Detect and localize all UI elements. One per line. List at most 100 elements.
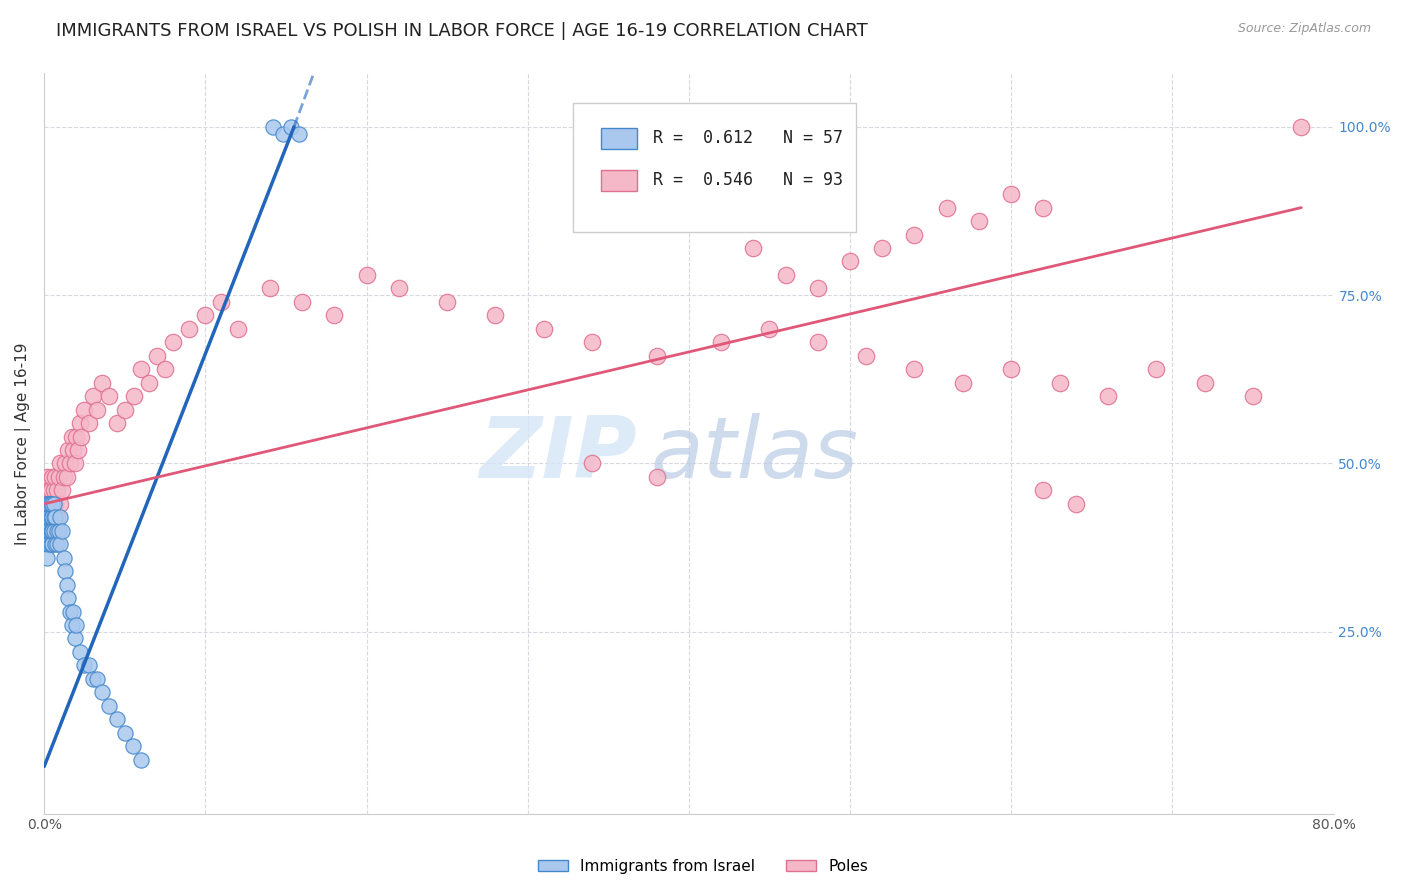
Point: [37, 537, 59, 551]
Point: [162, 335, 184, 350]
Point: [91, 685, 114, 699]
Point: [645, 349, 668, 363]
Point: [42, 524, 65, 538]
Point: [39, 510, 62, 524]
Point: [291, 294, 314, 309]
Text: R =  0.546   N = 93: R = 0.546 N = 93: [652, 171, 842, 189]
Point: [271, 127, 294, 141]
Point: [35, 524, 58, 538]
Point: [41, 470, 63, 484]
Point: [645, 470, 668, 484]
Point: [775, 268, 797, 282]
Point: [42, 510, 65, 524]
Point: [1241, 389, 1264, 403]
Point: [55, 470, 77, 484]
Text: Source: ZipAtlas.com: Source: ZipAtlas.com: [1237, 22, 1371, 36]
Text: atlas: atlas: [650, 413, 858, 496]
Point: [79, 416, 101, 430]
Point: [97, 698, 120, 713]
Point: [581, 335, 603, 350]
Point: [323, 309, 346, 323]
Point: [226, 322, 249, 336]
Point: [41, 510, 63, 524]
Point: [38, 497, 60, 511]
Point: [114, 402, 136, 417]
Point: [39, 497, 62, 511]
Point: [855, 349, 877, 363]
Point: [37, 510, 59, 524]
Point: [484, 309, 506, 323]
Point: [37, 497, 59, 511]
Point: [46, 537, 69, 551]
Point: [1000, 187, 1022, 202]
Point: [52, 470, 75, 484]
Point: [42, 497, 65, 511]
Point: [967, 214, 990, 228]
Point: [51, 524, 73, 538]
Point: [58, 591, 80, 606]
Point: [870, 241, 893, 255]
Point: [65, 618, 87, 632]
Point: [114, 725, 136, 739]
Point: [436, 294, 458, 309]
Point: [42, 483, 65, 498]
Point: [48, 524, 70, 538]
FancyBboxPatch shape: [572, 103, 856, 232]
FancyBboxPatch shape: [602, 170, 637, 191]
Point: [59, 605, 82, 619]
Point: [388, 281, 411, 295]
Point: [41, 524, 63, 538]
Point: [39, 524, 62, 538]
Point: [194, 309, 217, 323]
Point: [42, 510, 65, 524]
Point: [807, 335, 830, 350]
Point: [53, 564, 76, 578]
Point: [533, 322, 555, 336]
Point: [39, 497, 62, 511]
Point: [38, 510, 60, 524]
Point: [62, 442, 84, 457]
Point: [41, 537, 63, 551]
Point: [69, 416, 91, 430]
Point: [807, 281, 830, 295]
Point: [63, 457, 86, 471]
Point: [41, 497, 63, 511]
Point: [55, 577, 77, 591]
Point: [710, 335, 733, 350]
Point: [44, 537, 66, 551]
Point: [1032, 483, 1054, 498]
Point: [35, 497, 58, 511]
Point: [73, 402, 96, 417]
Point: [44, 470, 66, 484]
Point: [356, 268, 378, 282]
Point: [280, 120, 302, 134]
Point: [38, 483, 60, 498]
Point: [58, 442, 80, 457]
Point: [62, 605, 84, 619]
Point: [53, 457, 76, 471]
Point: [758, 322, 780, 336]
Point: [1194, 376, 1216, 390]
Point: [41, 497, 63, 511]
Point: [37, 470, 59, 484]
Point: [839, 254, 862, 268]
Point: [121, 739, 143, 754]
Y-axis label: In Labor Force | Age 16-19: In Labor Force | Age 16-19: [15, 342, 31, 544]
Point: [91, 376, 114, 390]
Point: [1032, 201, 1054, 215]
Point: [146, 349, 169, 363]
Point: [37, 550, 59, 565]
Point: [86, 672, 108, 686]
Point: [41, 524, 63, 538]
Point: [129, 753, 152, 767]
Point: [60, 618, 83, 632]
Point: [67, 442, 90, 457]
Text: R =  0.612   N = 57: R = 0.612 N = 57: [652, 129, 842, 147]
Point: [39, 483, 62, 498]
Point: [903, 227, 925, 242]
Point: [262, 120, 284, 134]
Point: [70, 429, 93, 443]
Point: [63, 632, 86, 646]
Point: [65, 429, 87, 443]
Text: IMMIGRANTS FROM ISRAEL VS POLISH IN LABOR FORCE | AGE 16-19 CORRELATION CHART: IMMIGRANTS FROM ISRAEL VS POLISH IN LABO…: [56, 22, 868, 40]
